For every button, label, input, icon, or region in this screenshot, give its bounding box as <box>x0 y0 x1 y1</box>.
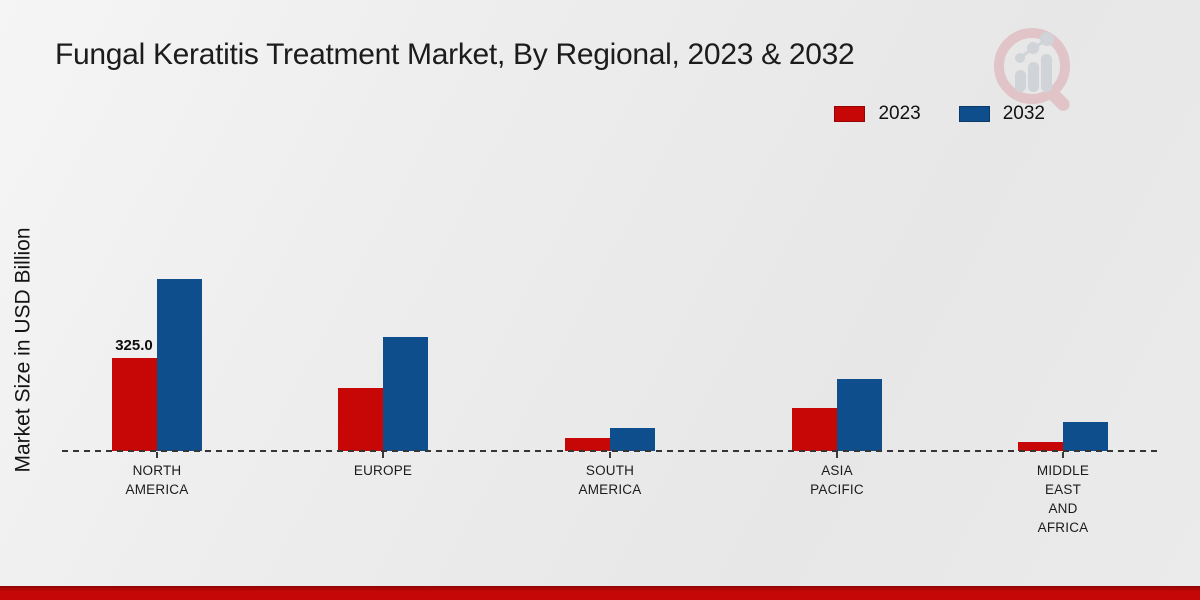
x-axis-baseline <box>62 450 1162 452</box>
x-axis-tick-asia-pacific <box>836 452 838 458</box>
legend-item-2032: 2032 <box>958 103 1045 125</box>
category-label-europe: EUROPE <box>353 463 413 478</box>
legend: 2023 2032 <box>834 103 1045 125</box>
x-axis-tick-middle-east-and-africa <box>1062 452 1064 458</box>
bar-2032-europe <box>383 337 428 451</box>
bar-2023-europe <box>338 388 383 451</box>
bar-2032-south-america <box>610 428 655 451</box>
bar-2032-middle-east-and-africa <box>1063 422 1108 451</box>
legend-label-2023: 2023 <box>878 103 921 124</box>
category-label-south-america: SOUTH AMERICA <box>578 463 642 497</box>
legend-swatch-2032 <box>958 106 990 122</box>
bar-2023-south-america <box>565 438 610 451</box>
category-label-north-america: NORTH AMERICA <box>125 463 189 497</box>
magnifier-bar-chart-logo-icon <box>994 28 1070 111</box>
bar-value-label: 325.0 <box>115 337 153 354</box>
bar-2023-north-america <box>112 358 157 451</box>
bar-2023-middle-east-and-africa <box>1018 442 1063 451</box>
bar-2023-asia-pacific <box>792 408 837 451</box>
legend-label-2032: 2032 <box>1002 103 1045 124</box>
category-label-asia-pacific: ASIA PACIFIC <box>810 463 864 497</box>
page-title: Fungal Keratitis Treatment Market, By Re… <box>55 38 855 71</box>
category-label-middle-east-and-africa: MIDDLE EAST AND AFRICA <box>1036 463 1090 535</box>
legend-swatch-2023 <box>834 106 866 122</box>
bar-2032-north-america <box>157 279 202 451</box>
bar-2032-asia-pacific <box>837 379 882 451</box>
bottom-red-strip <box>0 586 1200 600</box>
legend-item-2023: 2023 <box>834 103 921 125</box>
x-axis-tick-south-america <box>609 452 611 458</box>
x-axis-tick-europe <box>382 452 384 458</box>
x-axis-tick-north-america <box>156 452 158 458</box>
